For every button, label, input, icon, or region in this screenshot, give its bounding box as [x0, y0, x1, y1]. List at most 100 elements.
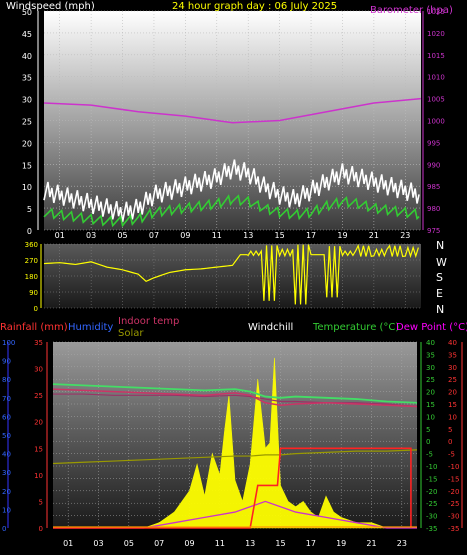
direction-tick-label: 90 — [29, 289, 38, 297]
baro-tick-label: 1000 — [427, 118, 445, 126]
barometer-line — [43, 97, 422, 124]
wind-tick-label: 25 — [22, 118, 32, 127]
windchill-legend: Windchill — [248, 322, 293, 333]
direction-plot-area — [44, 244, 421, 308]
dew-tick-label: 35 — [448, 351, 457, 359]
wind-tick-label: 0 — [27, 227, 32, 236]
dew-tick-label: -30 — [448, 513, 459, 521]
wind-x-tick-label: 03 — [86, 231, 96, 240]
compass-e: E — [436, 287, 443, 300]
temp-x-tick-label: 09 — [184, 539, 194, 548]
baro-tick-label: 995 — [427, 139, 440, 147]
baro-tick-label: 990 — [427, 161, 440, 169]
humidity-tick-label: 10 — [2, 506, 11, 514]
temp-x-tick-label: 05 — [124, 539, 134, 548]
humidity-tick-label: 50 — [2, 432, 11, 440]
temp-tick-label: 35 — [426, 351, 435, 359]
compass-s: S — [436, 271, 443, 284]
rain-tick-label: 25 — [34, 392, 43, 400]
direction-tick-label: 270 — [25, 257, 38, 265]
baro-tick-label: 1010 — [427, 74, 445, 82]
temp-tick-label: 0 — [426, 438, 430, 446]
temp-tick-label: 10 — [426, 413, 435, 421]
wind-tick-label: 50 — [22, 8, 32, 17]
dew-tick-label: 40 — [448, 339, 457, 347]
temp-tick-label: -35 — [426, 525, 437, 533]
baro-tick-label: 975 — [427, 227, 440, 235]
dew-tick-label: -25 — [448, 500, 459, 508]
temp-tick-label: -20 — [426, 488, 437, 496]
temp-x-tick-label: 17 — [306, 539, 316, 548]
temp-tick-label: 20 — [426, 389, 435, 397]
humidity-tick-label: 40 — [2, 451, 11, 459]
temp-tick-label: -15 — [426, 475, 437, 483]
temp-x-tick-label: 01 — [63, 539, 73, 548]
dewpoint-legend: Dew Point (°C) — [396, 322, 467, 333]
humidity-tick-label: 100 — [2, 339, 15, 347]
baro-tick-label: 985 — [427, 183, 440, 191]
temp-tick-label: 15 — [426, 401, 435, 409]
direction-tick-label: 360 — [25, 241, 38, 249]
windspeed-axis-title: Windspeed (mph) — [6, 1, 95, 12]
baro-tick-label: 1015 — [427, 52, 445, 60]
wind-x-tick-label: 13 — [243, 231, 253, 240]
dewpoint-line — [53, 393, 418, 408]
wind-grid — [44, 10, 421, 231]
dew-tick-label: 20 — [448, 389, 457, 397]
wind-x-tick-label: 09 — [180, 231, 190, 240]
wind-plot-area — [44, 11, 421, 230]
wind-x-tick-label: 21 — [369, 231, 379, 240]
dew-tick-label: -10 — [448, 463, 459, 471]
indoor-temp-legend: Indoor temp — [118, 316, 179, 327]
wind-tick-label: 20 — [22, 139, 32, 148]
rainfall-legend: Rainfall (mm) — [0, 322, 68, 333]
temperature-legend: Temperature (°C) — [312, 322, 399, 333]
temp-tick-label: 40 — [426, 339, 435, 347]
wind-tick-label: 30 — [22, 96, 32, 105]
wind-tick-label: 10 — [22, 183, 32, 192]
rain-tick-label: 35 — [34, 339, 43, 347]
chart-title: 24 hour graph day : 06 July 2025 — [172, 1, 337, 12]
temp-tick-label: 30 — [426, 364, 435, 372]
temp-x-tick-label: 23 — [397, 539, 407, 548]
indoor-temp-line — [52, 388, 418, 408]
humidity-tick-label: 20 — [2, 488, 11, 496]
temp-x-tick-label: 15 — [275, 539, 285, 548]
wind-x-tick-label: 11 — [212, 231, 222, 240]
wind-series — [43, 97, 422, 228]
wind-tick-label: 35 — [22, 74, 32, 83]
wind-tick-label: 45 — [22, 30, 32, 39]
compass-n-top: N — [436, 239, 444, 252]
wind-average-line — [43, 194, 420, 228]
dew-tick-label: 10 — [448, 413, 457, 421]
dew-tick-label: 25 — [448, 376, 457, 384]
solar-legend: Solar — [118, 328, 144, 339]
wind-x-tick-label: 07 — [149, 231, 159, 240]
wind-x-tick-label: 01 — [55, 231, 65, 240]
temp-tick-label: 5 — [426, 426, 430, 434]
solar-radiation-area — [53, 357, 417, 529]
humidity-legend: Humidity — [68, 322, 113, 333]
temperature-line — [52, 383, 418, 404]
humidity-tick-label: 70 — [2, 395, 11, 403]
humidity-tick-label: 90 — [2, 358, 11, 366]
dew-tick-label: 0 — [448, 438, 452, 446]
temp-tick-label: -25 — [426, 500, 437, 508]
temp-x-tick-label: 03 — [93, 539, 103, 548]
wind-x-tick-label: 19 — [337, 231, 347, 240]
temp-tick-label: -10 — [426, 463, 437, 471]
barometer-axis-title: Barometer (hpa) — [370, 5, 453, 16]
wind-x-tick-label: 23 — [400, 231, 410, 240]
baro-tick-label: 1025 — [427, 8, 445, 16]
wind-x-tick-label: 05 — [117, 231, 127, 240]
axes: 0510152025303540455097598098599099510001… — [2, 8, 463, 548]
direction-tick-label: 0 — [34, 305, 38, 313]
rain-tick-label: 30 — [34, 366, 43, 374]
wind-x-tick-label: 15 — [275, 231, 285, 240]
temp-tick-label: 25 — [426, 376, 435, 384]
wind-x-tick-label: 17 — [306, 231, 316, 240]
rain-tick-label: 20 — [34, 419, 43, 427]
dew-tick-label: 30 — [448, 364, 457, 372]
humidity-tick-label: 80 — [2, 376, 11, 384]
temp-x-tick-label: 07 — [154, 539, 164, 548]
